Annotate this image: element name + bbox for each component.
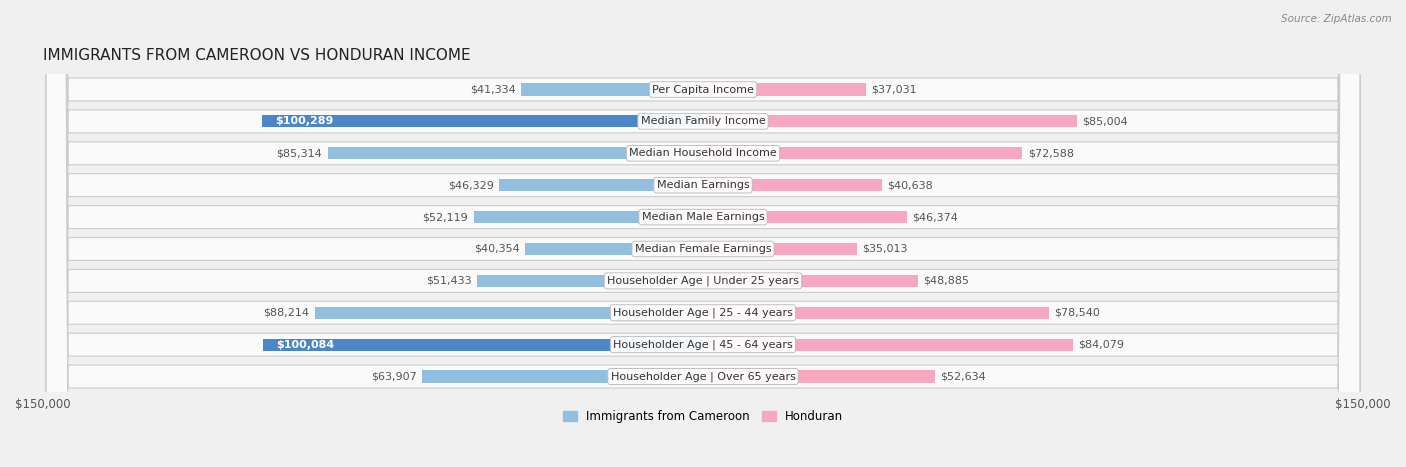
Text: $40,354: $40,354 (474, 244, 520, 254)
Text: Householder Age | 45 - 64 years: Householder Age | 45 - 64 years (613, 340, 793, 350)
FancyBboxPatch shape (46, 0, 1360, 467)
Bar (328, 147, 703, 159)
Text: $52,634: $52,634 (941, 372, 986, 382)
Text: Median Household Income: Median Household Income (628, 149, 778, 158)
Text: $40,638: $40,638 (887, 180, 934, 190)
Text: Median Earnings: Median Earnings (657, 180, 749, 190)
Bar (703, 179, 882, 191)
Bar (703, 307, 1049, 319)
Bar (703, 243, 858, 255)
FancyBboxPatch shape (46, 0, 1360, 467)
Text: Per Capita Income: Per Capita Income (652, 85, 754, 94)
Text: Householder Age | Over 65 years: Householder Age | Over 65 years (610, 371, 796, 382)
Bar (703, 211, 907, 223)
Text: $37,031: $37,031 (872, 85, 917, 94)
Bar (703, 275, 918, 287)
Text: $63,907: $63,907 (371, 372, 416, 382)
Bar (477, 275, 703, 287)
Text: $48,885: $48,885 (924, 276, 969, 286)
Bar (522, 84, 703, 96)
Text: Source: ZipAtlas.com: Source: ZipAtlas.com (1281, 14, 1392, 24)
Bar (526, 243, 703, 255)
Text: $88,214: $88,214 (263, 308, 309, 318)
FancyBboxPatch shape (46, 0, 1360, 467)
Text: $84,079: $84,079 (1078, 340, 1125, 350)
FancyBboxPatch shape (46, 0, 1360, 467)
Bar (703, 84, 866, 96)
Text: $72,588: $72,588 (1028, 149, 1074, 158)
Bar (474, 211, 703, 223)
Bar (703, 147, 1022, 159)
Bar (262, 115, 703, 127)
Text: $52,119: $52,119 (423, 212, 468, 222)
Bar (263, 339, 703, 351)
Legend: Immigrants from Cameroon, Honduran: Immigrants from Cameroon, Honduran (558, 405, 848, 428)
Text: $100,289: $100,289 (274, 116, 333, 127)
Text: $51,433: $51,433 (426, 276, 471, 286)
FancyBboxPatch shape (46, 0, 1360, 467)
Text: $85,314: $85,314 (277, 149, 322, 158)
Text: Median Female Earnings: Median Female Earnings (634, 244, 772, 254)
Text: $85,004: $85,004 (1083, 116, 1128, 127)
Text: $78,540: $78,540 (1054, 308, 1099, 318)
Text: $41,334: $41,334 (470, 85, 516, 94)
Text: Householder Age | Under 25 years: Householder Age | Under 25 years (607, 276, 799, 286)
Bar (315, 307, 703, 319)
FancyBboxPatch shape (46, 0, 1360, 467)
FancyBboxPatch shape (46, 0, 1360, 467)
Text: Median Family Income: Median Family Income (641, 116, 765, 127)
Bar (703, 339, 1073, 351)
Text: $46,329: $46,329 (449, 180, 494, 190)
Bar (499, 179, 703, 191)
Text: $35,013: $35,013 (862, 244, 908, 254)
Text: IMMIGRANTS FROM CAMEROON VS HONDURAN INCOME: IMMIGRANTS FROM CAMEROON VS HONDURAN INC… (42, 48, 471, 63)
Bar (703, 370, 935, 382)
Text: $100,084: $100,084 (276, 340, 335, 350)
FancyBboxPatch shape (46, 0, 1360, 467)
Text: Median Male Earnings: Median Male Earnings (641, 212, 765, 222)
FancyBboxPatch shape (46, 0, 1360, 467)
FancyBboxPatch shape (46, 0, 1360, 467)
Bar (703, 115, 1077, 127)
Text: Householder Age | 25 - 44 years: Householder Age | 25 - 44 years (613, 307, 793, 318)
Text: $46,374: $46,374 (912, 212, 959, 222)
Bar (422, 370, 703, 382)
